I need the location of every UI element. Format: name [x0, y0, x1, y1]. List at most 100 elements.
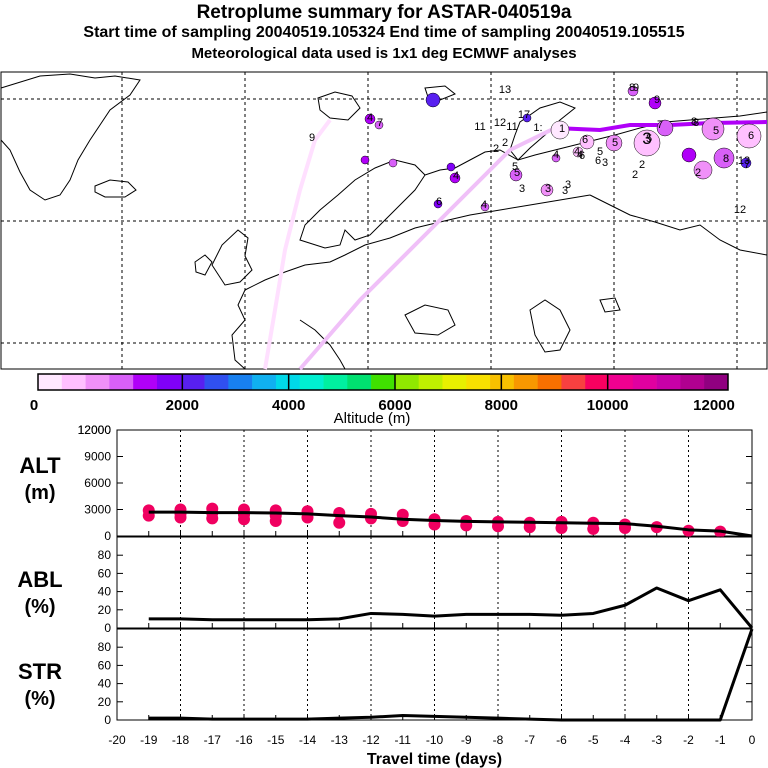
altitude-point [238, 513, 250, 526]
map-day-label: 12 [734, 204, 746, 216]
x-tick-label: -12 [362, 733, 380, 747]
track-primary [298, 126, 556, 371]
plume-circle [551, 153, 561, 163]
plume-circle [425, 92, 441, 108]
colorbar-tick-label: 8000 [485, 397, 518, 414]
colorbar-frame [37, 373, 729, 391]
met-data-line: Meteorological data used is 1x1 deg ECMW… [191, 45, 577, 62]
y-tick-label: 80 [98, 548, 112, 562]
y-tick-label: 60 [98, 658, 112, 672]
plume-circle [374, 120, 384, 130]
plume-circles [360, 85, 762, 212]
map-day-label: 7 [744, 159, 750, 171]
y-tick-label: 60 [98, 566, 112, 580]
plume-circle [713, 147, 735, 169]
colorbar-label: Altitude (m) [334, 410, 411, 427]
altitude-point [174, 511, 187, 524]
plume-circle [605, 134, 623, 152]
colorbar-swatch [442, 374, 467, 390]
sampling-time-line: Start time of sampling 20040519.105324 E… [83, 24, 685, 41]
map-day-label: 5 [646, 133, 652, 145]
map-day-label: 1: [533, 122, 542, 134]
plume-circle [550, 120, 570, 140]
plume-circle [693, 160, 713, 180]
map-day-label: 2 [493, 143, 499, 155]
map-day-label: 3 [545, 183, 551, 195]
map-day-label: 4 [453, 170, 459, 182]
coastlines [0, 73, 768, 370]
x-tick-label: -10 [426, 733, 444, 747]
x-tick-label: -6 [556, 733, 567, 747]
map-day-label: 8 [723, 153, 729, 165]
colorbar-swatch [204, 374, 229, 390]
map-day-label: 6 [582, 134, 588, 146]
colorbar-swatch [632, 374, 657, 390]
plume-circle [364, 113, 376, 125]
map-day-label: 5 [713, 125, 719, 137]
map-day-label: 2 [695, 167, 701, 179]
x-tick-label: -16 [235, 733, 253, 747]
map-day-label: 5 [612, 137, 618, 149]
x-axis-label: Travel time (days) [367, 751, 502, 768]
map-day-label: 2 [502, 137, 508, 149]
colorbar-tick-label: 6000 [378, 397, 411, 414]
panel-ylabel-unit: (%) [24, 596, 55, 618]
plume-circle [433, 199, 443, 209]
map-day-label: 3 [602, 157, 608, 169]
panel-ylabel: ABL [17, 567, 62, 592]
panel-abl: 0 20 40 60 80 ABL (%) [17, 536, 754, 635]
colorbar-swatch [394, 374, 419, 390]
map-day-label: 9 [633, 82, 639, 94]
map-day-label: 6 [748, 130, 754, 142]
colorbar-tick-label: 12000 [693, 397, 735, 414]
map-day-label: 12 [494, 117, 506, 129]
plume-circle [633, 129, 661, 157]
map-day-label: 3 [642, 129, 651, 148]
colorbar-tick-label: 10000 [587, 397, 629, 414]
x-tick-label: -18 [172, 733, 190, 747]
colorbar-swatch [323, 374, 348, 390]
colorbar-swatch [85, 374, 110, 390]
colorbar-swatch [180, 374, 205, 390]
colorbar-swatch [133, 374, 158, 390]
colorbar-swatch [347, 374, 372, 390]
map-day-label: 13 [499, 84, 511, 96]
plume-circle [388, 158, 398, 168]
series-line [148, 628, 754, 722]
altitude-point [587, 522, 600, 535]
map-day-label: 13 [738, 155, 750, 167]
map-day-label: 8 [629, 82, 635, 94]
y-tick-label: 12000 [78, 423, 112, 437]
time-series-panels: 03000600090001200012000ALT(m)020406080AB… [17, 423, 755, 768]
map-day-label: 11 [506, 121, 517, 133]
colorbar: 0 2000 4000 6000 8000 10000 12000 Altitude (m) [30, 373, 735, 427]
x-tick-label: -13 [331, 733, 349, 747]
x-tick-label: -8 [493, 733, 504, 747]
plume-circle [681, 147, 697, 163]
altitude-point [396, 514, 409, 527]
y-tick-label: 20 [98, 603, 112, 617]
x-tick-label: -3 [651, 733, 662, 747]
colorbar-swatch [252, 374, 277, 390]
colorbar-swatch [704, 374, 729, 390]
plume-circle [740, 157, 752, 169]
plume-circle [360, 155, 370, 165]
map-day-label: 6 [595, 155, 601, 167]
x-tick-label: -2 [683, 733, 694, 747]
colorbar-swatch [38, 374, 63, 390]
colorbar-swatch [156, 374, 182, 390]
colorbar-swatch [537, 374, 562, 390]
colorbar-swatch [656, 374, 681, 390]
y-tick-label: 0 [104, 529, 111, 543]
colorbar-swatch [371, 374, 396, 390]
colorbar-swatch [490, 374, 515, 390]
colorbar-tick-label: 0 [30, 397, 38, 414]
map-day-label: 4 [577, 149, 583, 161]
series-line [148, 510, 753, 538]
x-tick-label: -1 [715, 733, 726, 747]
panel-ylabel: ALT [19, 453, 61, 478]
